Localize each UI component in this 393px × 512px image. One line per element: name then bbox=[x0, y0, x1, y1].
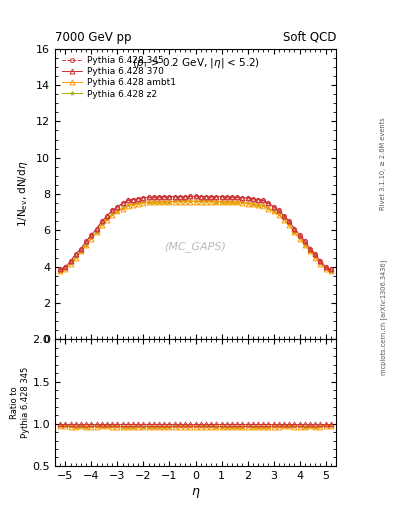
Y-axis label: 1/N$_{\mathregular{ev}}$, dN/d$\eta$: 1/N$_{\mathregular{ev}}$, dN/d$\eta$ bbox=[17, 161, 31, 227]
X-axis label: $\eta$: $\eta$ bbox=[191, 486, 200, 500]
Text: (MC_GAPS): (MC_GAPS) bbox=[165, 241, 226, 252]
Text: Rivet 3.1.10, ≥ 2.6M events: Rivet 3.1.10, ≥ 2.6M events bbox=[380, 117, 386, 210]
Text: 7000 GeV pp: 7000 GeV pp bbox=[55, 31, 132, 44]
Y-axis label: Ratio to
Pythia 6.428 345: Ratio to Pythia 6.428 345 bbox=[9, 367, 29, 438]
Legend: Pythia 6.428 345, Pythia 6.428 370, Pythia 6.428 ambt1, Pythia 6.428 z2: Pythia 6.428 345, Pythia 6.428 370, Pyth… bbox=[59, 53, 178, 101]
Text: Soft QCD: Soft QCD bbox=[283, 31, 336, 44]
Text: $(p_{\mathregular{T}}$ > 0.2 GeV, $|\eta|$ < 5.2): $(p_{\mathregular{T}}$ > 0.2 GeV, $|\eta… bbox=[132, 56, 259, 70]
Text: mcplots.cern.ch [arXiv:1306.3436]: mcplots.cern.ch [arXiv:1306.3436] bbox=[380, 260, 387, 375]
